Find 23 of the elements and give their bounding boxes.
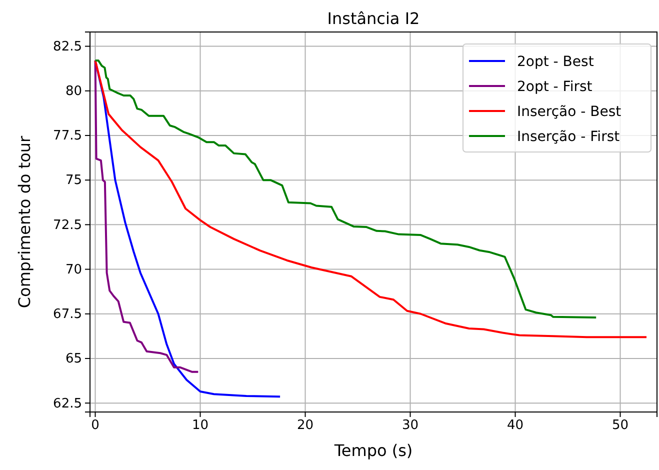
x-tick-label: 10	[192, 418, 209, 434]
y-tick-label: 67.5	[53, 307, 82, 322]
y-axis-title: Comprimento do tour	[15, 135, 34, 308]
chart-title: Instância I2	[327, 9, 420, 28]
legend-label: Inserção - Best	[517, 104, 622, 120]
legend-label: Inserção - First	[517, 129, 620, 145]
y-tick-label: 77.5	[53, 128, 82, 144]
legend-label: 2opt - First	[517, 79, 593, 95]
y-tick-label: 80	[65, 84, 82, 100]
legend-label: 2opt - Best	[517, 54, 594, 70]
x-tick-label: 0	[91, 418, 100, 434]
x-tick-label: 30	[402, 418, 419, 434]
x-axis-title: Tempo (s)	[333, 441, 413, 460]
line-series	[94, 60, 200, 373]
y-tick-label: 75	[65, 173, 82, 188]
x-tick-label: 50	[612, 418, 629, 434]
y-tick-label: 72.5	[53, 218, 82, 233]
y-tick-label: 62.5	[53, 396, 82, 412]
y-tick-label: 82.5	[53, 39, 82, 54]
y-tick-label: 70	[65, 262, 82, 278]
y-tick-label: 65	[65, 352, 82, 367]
x-tick-label: 20	[296, 418, 314, 434]
x-tick-label: 40	[506, 418, 524, 434]
